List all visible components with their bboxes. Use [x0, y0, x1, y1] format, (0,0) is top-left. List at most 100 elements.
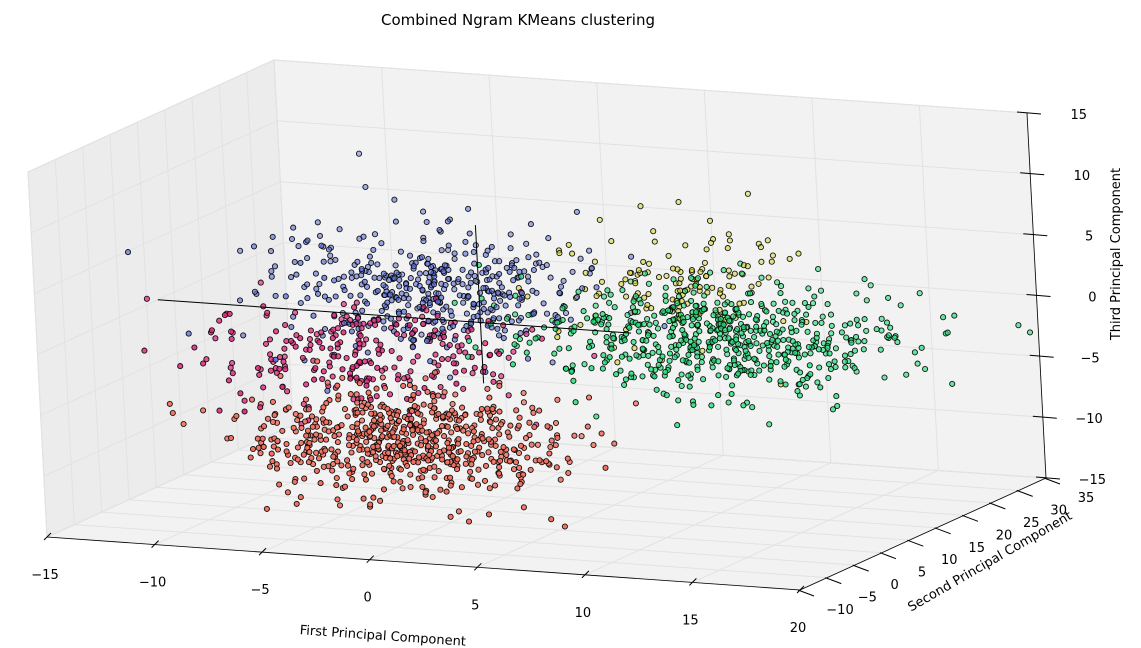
data-point — [548, 437, 555, 444]
data-point — [715, 392, 722, 399]
data-point — [438, 356, 446, 363]
data-point — [544, 423, 551, 430]
data-point — [552, 419, 560, 427]
data-point — [334, 496, 341, 503]
data-point — [724, 245, 731, 252]
data-point — [626, 355, 633, 362]
data-point — [725, 399, 732, 406]
data-point — [611, 440, 618, 447]
data-point — [516, 414, 523, 421]
data-point — [949, 380, 956, 387]
data-point — [742, 347, 749, 354]
data-point — [269, 233, 276, 240]
data-point — [484, 247, 491, 254]
data-point — [301, 475, 308, 482]
center-axis-lines — [157, 225, 632, 384]
data-point — [561, 523, 568, 530]
data-point — [758, 300, 765, 308]
data-point — [435, 410, 442, 417]
data-point — [502, 302, 509, 309]
data-point — [474, 313, 481, 320]
data-point — [375, 346, 382, 353]
data-point — [329, 373, 336, 380]
data-point — [359, 409, 366, 416]
data-point — [556, 345, 563, 352]
data-point — [547, 443, 554, 451]
data-point — [769, 313, 776, 320]
data-point — [832, 345, 839, 352]
data-point — [177, 363, 184, 370]
data-point — [455, 440, 462, 447]
data-point — [569, 268, 576, 275]
data-point — [730, 313, 737, 320]
data-point — [378, 427, 385, 434]
data-point — [410, 263, 417, 270]
data-point — [675, 397, 682, 404]
data-point — [415, 276, 422, 283]
data-point — [633, 352, 640, 359]
data-point — [298, 439, 305, 446]
data-point — [316, 280, 323, 288]
data-point — [200, 407, 207, 414]
data-point — [407, 368, 414, 375]
data-point — [510, 466, 518, 473]
data-point — [353, 299, 360, 306]
data-point — [570, 377, 577, 384]
data-point — [476, 289, 484, 296]
data-point — [212, 335, 219, 342]
data-point — [692, 302, 699, 309]
data-point — [420, 238, 427, 245]
data-point — [320, 404, 327, 411]
data-point — [486, 394, 493, 401]
data-point — [292, 309, 299, 316]
data-point — [462, 250, 469, 257]
data-point — [586, 247, 593, 254]
grid-line-x-floor — [692, 469, 939, 583]
y-tick-label: 10 — [941, 553, 958, 568]
data-point — [463, 440, 470, 448]
data-point — [470, 438, 477, 445]
data-point — [208, 327, 215, 334]
data-point — [418, 254, 425, 261]
data-point — [331, 277, 338, 284]
data-point — [410, 458, 417, 466]
data-point — [401, 375, 408, 382]
data-point — [553, 464, 560, 471]
data-point — [507, 293, 514, 300]
data-point — [715, 358, 722, 365]
data-point — [592, 302, 599, 309]
data-point — [510, 277, 517, 284]
data-point — [344, 457, 351, 464]
data-point — [459, 404, 466, 411]
data-point — [529, 326, 536, 333]
data-point — [511, 264, 518, 271]
data-point — [687, 274, 695, 282]
data-point — [791, 317, 798, 324]
data-point — [370, 423, 377, 430]
data-point — [662, 297, 669, 304]
data-point — [548, 516, 555, 523]
data-point — [617, 367, 624, 374]
data-point — [410, 358, 417, 365]
data-point — [411, 402, 418, 410]
data-point — [408, 415, 415, 422]
data-point — [524, 355, 532, 362]
grid-line-z-left — [30, 120, 278, 234]
data-point — [227, 364, 234, 371]
data-point — [308, 454, 315, 462]
data-point — [255, 444, 262, 451]
data-point — [500, 444, 507, 451]
data-point — [426, 451, 433, 458]
data-point — [430, 281, 438, 288]
data-point — [600, 352, 607, 359]
data-point — [423, 307, 430, 314]
data-point — [318, 329, 325, 336]
x-tick-label: −5 — [251, 583, 270, 598]
data-point — [494, 325, 501, 332]
data-point — [357, 332, 364, 339]
data-point — [435, 362, 442, 369]
data-point — [312, 270, 319, 277]
data-point — [348, 269, 355, 276]
data-point — [565, 469, 572, 477]
data-point — [390, 478, 397, 485]
